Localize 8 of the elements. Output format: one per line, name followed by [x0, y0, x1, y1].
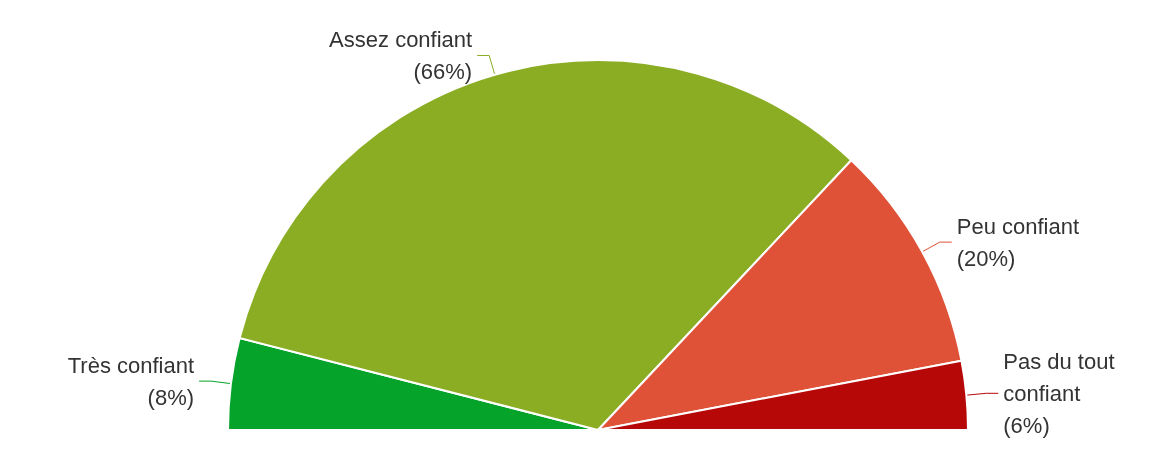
slice-label: Pas du tout confiant [1003, 348, 1121, 406]
data-label: (20%) [956, 245, 1016, 271]
data-label: (6%) [1003, 412, 1050, 438]
slice-label: Peu confiant [956, 213, 1080, 239]
data-label: (66%) [413, 58, 473, 84]
slice-label: Très confiant [67, 352, 195, 378]
slice-label: Assez confiant [329, 26, 473, 52]
data-label: (8%) [147, 384, 195, 410]
